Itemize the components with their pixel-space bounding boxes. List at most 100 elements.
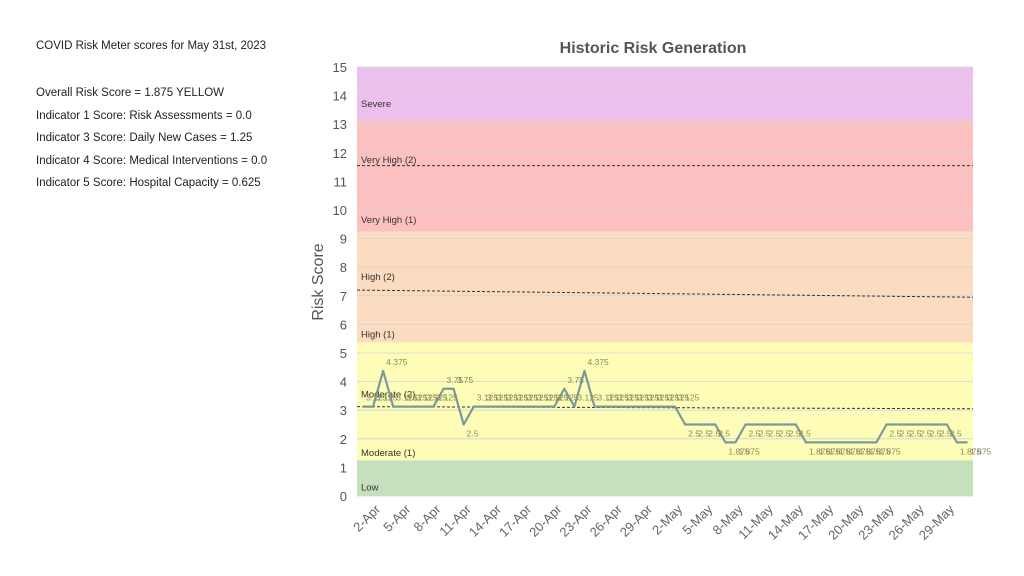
y-tick-label: 12 <box>333 146 347 161</box>
y-tick-label: 14 <box>333 89 347 104</box>
data-point <box>452 387 455 390</box>
data-labels: 3.1253.1254.3753.1253.1253.1253.1253.125… <box>366 357 992 457</box>
data-point <box>966 441 968 444</box>
risk-band <box>357 67 973 121</box>
overall-risk-score: Overall Risk Score = 1.875 YELLOW <box>36 87 225 99</box>
data-label: 2.5 <box>688 429 700 439</box>
indicator-3-score: Indicator 3 Score: Daily New Cases = 1.2… <box>36 132 253 144</box>
y-tick-label: 9 <box>340 232 347 247</box>
y-tick-label: 0 <box>340 489 347 504</box>
data-point <box>794 423 797 426</box>
summary-panel: COVID Risk Meter scores for May 31st, 20… <box>36 40 296 200</box>
y-tick-label: 6 <box>340 317 347 332</box>
data-point <box>533 405 536 408</box>
risk-score-series <box>362 369 968 444</box>
data-label: 3.125 <box>487 393 509 403</box>
data-point <box>805 441 807 444</box>
data-label: 2.5 <box>789 429 801 439</box>
band-label: Very High (2) <box>361 155 416 166</box>
data-point <box>885 423 888 426</box>
data-point <box>825 441 827 444</box>
data-label: 1.875 <box>829 446 851 456</box>
x-tick-label: 17-Apr <box>496 501 535 540</box>
risk-band <box>357 342 973 461</box>
data-point <box>845 441 848 444</box>
data-label: 3.125 <box>396 393 418 403</box>
data-point <box>513 405 515 408</box>
y-tick-label: 3 <box>340 403 347 418</box>
x-tick-label: 20-Apr <box>526 501 565 540</box>
data-label: 3.125 <box>557 393 579 403</box>
indicator-4-score: Indicator 4 Score: Medical Interventions… <box>36 154 268 167</box>
y-tick-label: 4 <box>340 375 347 390</box>
data-point <box>492 405 495 408</box>
data-label: 2.5 <box>900 429 912 439</box>
data-point <box>664 405 666 408</box>
data-point <box>382 369 385 372</box>
data-label: 1.875 <box>849 446 871 456</box>
data-point <box>392 405 395 408</box>
data-label: 3.125 <box>366 393 388 403</box>
data-point <box>875 441 878 444</box>
data-point <box>935 423 938 426</box>
data-label: 2.5 <box>698 429 710 439</box>
data-label: 2.5 <box>749 429 761 439</box>
data-label: 1.875 <box>859 446 881 456</box>
data-label: 3.125 <box>577 393 599 403</box>
data-label: 2.5 <box>950 429 962 439</box>
data-label: 2.5 <box>467 429 479 439</box>
risk-bands <box>357 67 973 496</box>
data-label: 1.875 <box>869 446 891 456</box>
band-label: High (1) <box>361 329 395 340</box>
data-label: 3.125 <box>527 393 549 403</box>
data-label: 3.125 <box>547 393 569 403</box>
data-label: 3.125 <box>497 393 519 403</box>
x-tick-label: 29-Apr <box>617 501 656 540</box>
data-point <box>543 405 546 408</box>
data-point <box>704 423 707 426</box>
data-label: 2.5 <box>930 429 942 439</box>
data-point <box>734 441 737 444</box>
data-label: 3.75 <box>457 375 474 385</box>
data-point <box>583 369 586 372</box>
data-label: 2.5 <box>799 429 811 439</box>
data-point <box>482 405 485 408</box>
data-label: 2.5 <box>940 429 952 439</box>
gridlines <box>357 66 973 497</box>
data-label: 3.125 <box>668 393 690 403</box>
data-point <box>593 405 596 408</box>
x-tick-label: 26-Apr <box>587 501 626 540</box>
data-point <box>553 405 556 408</box>
data-label: 3.125 <box>618 393 640 403</box>
data-label: 1.875 <box>819 446 841 456</box>
data-point <box>905 423 908 426</box>
data-label: 3.125 <box>426 393 448 403</box>
data-point <box>815 441 817 444</box>
data-point <box>402 405 405 408</box>
y-tick-label: 5 <box>340 346 347 361</box>
band-labels: Low Moderate (1) Moderate (2) High (1) High … <box>361 99 416 493</box>
data-label: 2.5 <box>718 429 730 439</box>
data-point <box>422 405 425 408</box>
y-tick-label: 1 <box>340 460 347 475</box>
y-tick-label: 8 <box>340 260 347 275</box>
indicator-1-score: Indicator 1 Score: Risk Assessments = 0.… <box>36 109 252 122</box>
band-label: Severe <box>361 99 391 110</box>
data-point <box>915 423 918 426</box>
data-point <box>956 441 958 444</box>
data-label: 2.5 <box>889 429 901 439</box>
indicator-5-score: Indicator 5 Score: Hospital Capacity = 0… <box>36 177 261 189</box>
data-label: 3.125 <box>638 393 660 403</box>
data-point <box>774 423 777 426</box>
data-label: 4.375 <box>587 357 609 367</box>
data-label: 3.125 <box>648 393 670 403</box>
x-axis-ticks: 2-Apr5-Apr8-Apr11-Apr14-Apr17-Apr20-Apr2… <box>350 501 957 543</box>
data-label: 1.875 <box>738 446 760 456</box>
risk-band <box>357 231 973 343</box>
data-label: 3.125 <box>436 393 458 403</box>
data-point <box>442 387 445 390</box>
data-label: 3.125 <box>608 393 630 403</box>
data-label: 3.125 <box>507 393 529 403</box>
data-point <box>432 405 435 408</box>
